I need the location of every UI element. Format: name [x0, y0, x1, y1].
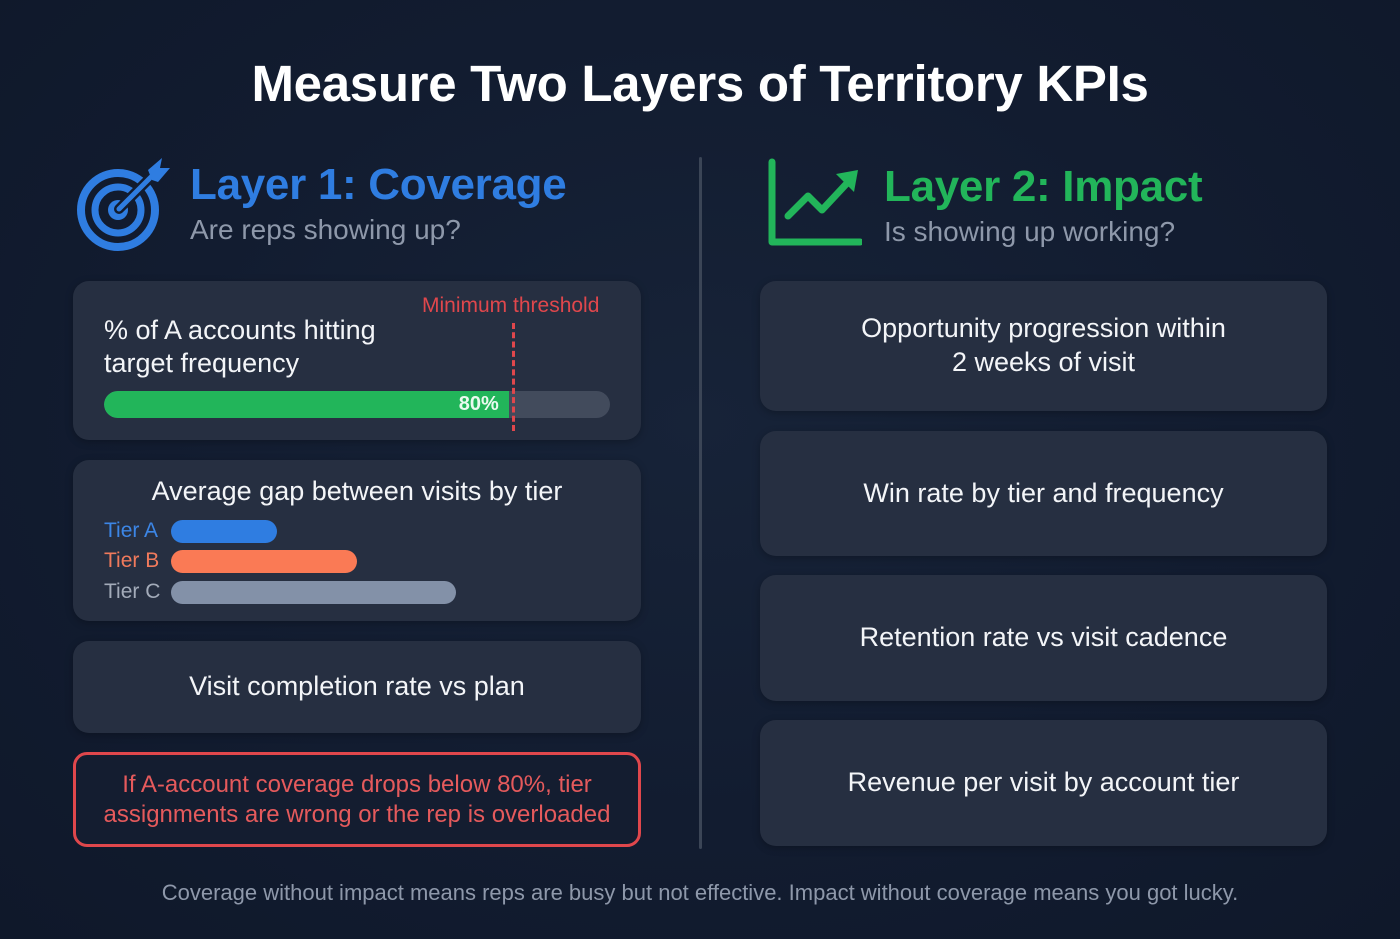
tier-b-bar [171, 549, 357, 573]
target-bullseye-icon [76, 156, 172, 252]
threshold-label: Minimum threshold [422, 294, 600, 317]
tier-b-row: Tier B [104, 549, 357, 573]
tier-c-row: Tier C [104, 580, 456, 604]
metric-label: % of A accounts hitting target frequency [104, 314, 376, 380]
impact-card-label: Revenue per visit by account tier [847, 767, 1240, 798]
impact-card-label: Win rate by tier and frequency [863, 477, 1224, 508]
metric-label-line2: target frequency [104, 347, 300, 378]
footer-note: Coverage without impact means reps are b… [161, 880, 1239, 905]
layer1-subheading: Are reps showing up? [190, 214, 461, 246]
visit-completion-label: Visit completion rate vs plan [189, 671, 525, 702]
impact-card-line2: 2 weeks of visit [951, 347, 1136, 377]
impact-card-line1: Opportunity progression within [861, 313, 1226, 344]
column-divider [699, 157, 702, 849]
impact-card-retention: Retention rate vs visit cadence [760, 575, 1327, 701]
impact-card-revenue-per-visit: Revenue per visit by account tier [760, 720, 1327, 846]
layer2-header: Layer 2: Impact Is showing up working? [766, 158, 1203, 254]
visit-gap-title: Average gap between visits by tier [151, 476, 563, 506]
tier-a-bar [171, 519, 277, 543]
visit-gap-card: Average gap between visits by tier Tier … [73, 460, 641, 621]
progress-fill: 80% [104, 391, 509, 418]
metric-label-line1: % of A accounts hitting [104, 315, 376, 345]
tier-c-label: Tier C [104, 580, 161, 603]
page-title: Measure Two Layers of Territory KPIs [251, 55, 1149, 112]
layer1-header: Layer 1: Coverage Are reps showing up? [76, 156, 567, 252]
tier-a-label: Tier A [104, 519, 159, 542]
trending-up-chart-icon [766, 158, 864, 254]
tier-a-row: Tier A [104, 519, 277, 543]
coverage-alert: If A-account coverage drops below 80%, t… [73, 752, 641, 847]
tier-b-label: Tier B [104, 549, 160, 572]
layer2-heading: Layer 2: Impact [884, 161, 1203, 211]
tier-c-bar [171, 580, 456, 604]
progress-value: 80% [458, 393, 499, 415]
progress-track: 80% [104, 391, 610, 418]
impact-card-win-rate: Win rate by tier and frequency [760, 431, 1327, 556]
layer2-subheading: Is showing up working? [884, 216, 1176, 248]
layer1-heading: Layer 1: Coverage [190, 159, 567, 209]
a-accounts-frequency-card: Minimum threshold % of A accounts hittin… [73, 281, 641, 440]
visit-completion-card: Visit completion rate vs plan [73, 641, 641, 733]
impact-card-label: Retention rate vs visit cadence [859, 622, 1228, 653]
impact-card-opportunity-progression: Opportunity progression within 2 weeks o… [760, 281, 1327, 411]
alert-line1: If A-account coverage drops below 80%, t… [122, 770, 592, 798]
alert-line2: assignments are wrong or the rep is over… [103, 800, 611, 828]
threshold-dashed-line [512, 323, 515, 431]
